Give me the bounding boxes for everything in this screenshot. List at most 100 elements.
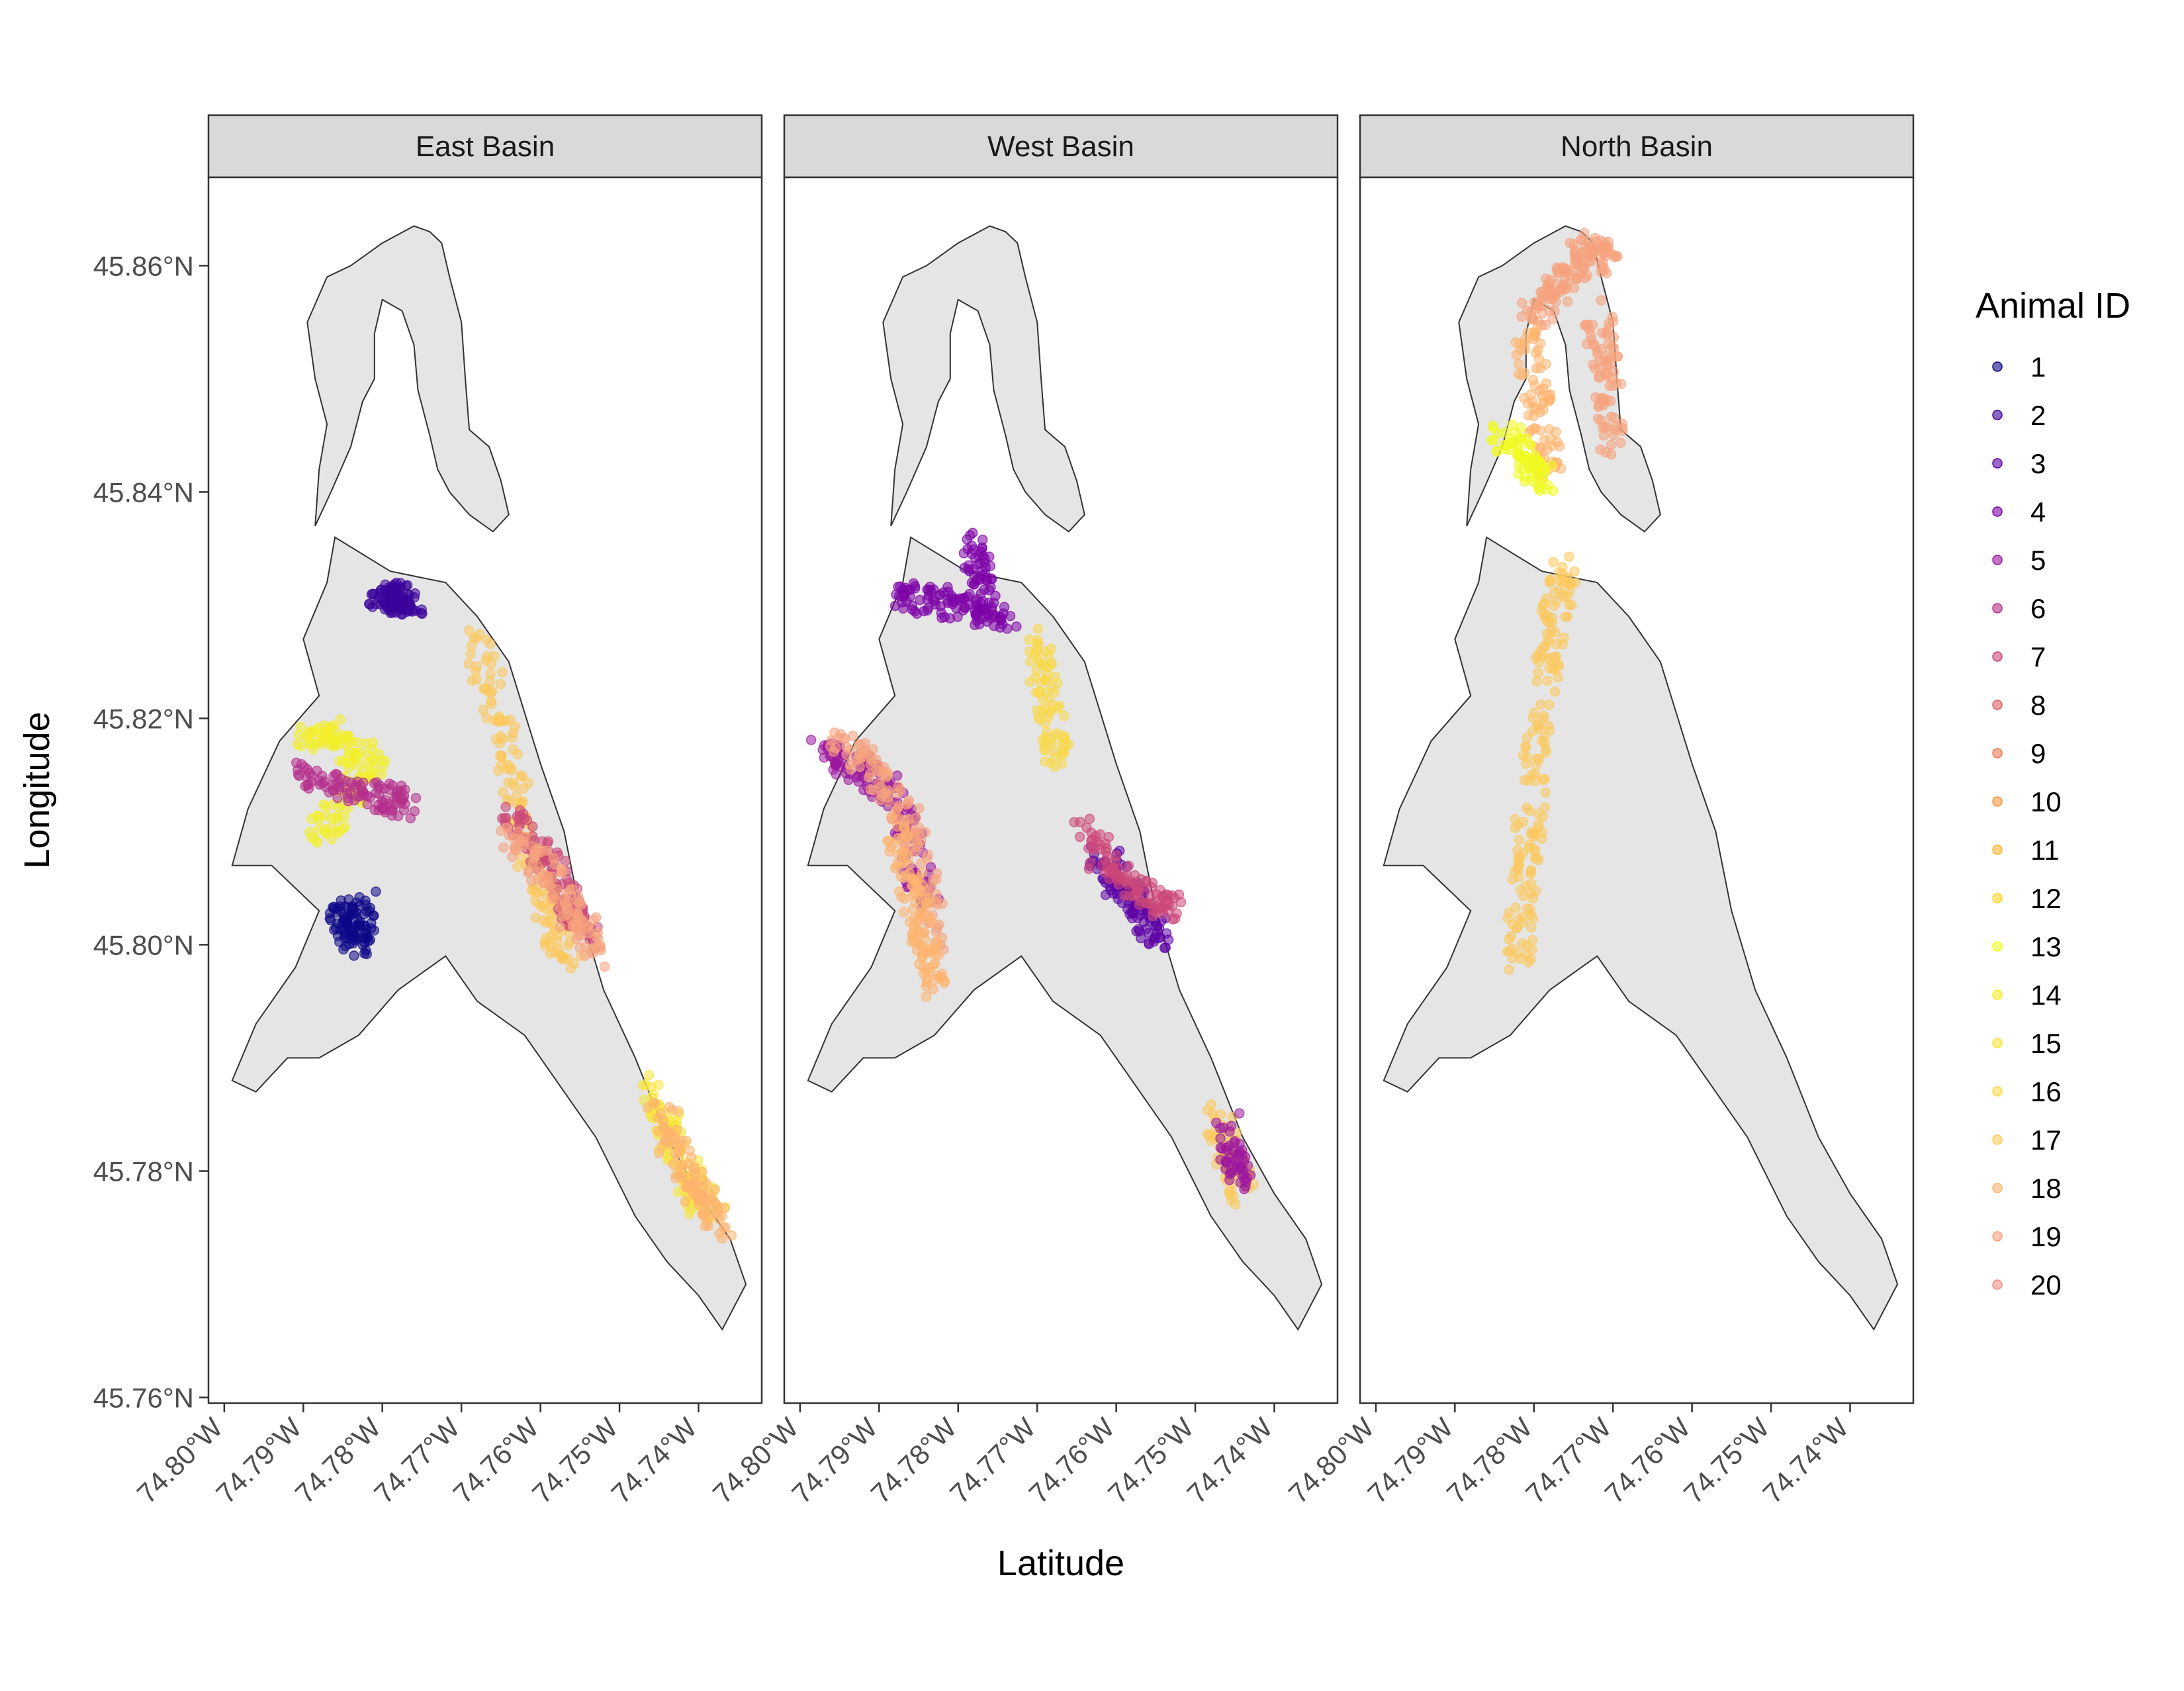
y-tick-label: 45.76°N — [93, 1382, 194, 1413]
data-point — [1059, 710, 1069, 721]
data-point — [1092, 837, 1103, 847]
data-point — [509, 780, 520, 792]
data-point — [1608, 332, 1619, 343]
data-point — [338, 944, 349, 955]
legend-item: 19 — [1992, 1221, 2062, 1252]
data-point — [1541, 359, 1551, 369]
data-point — [921, 900, 933, 911]
data-point — [1590, 363, 1600, 374]
data-point — [841, 749, 852, 760]
data-point — [704, 1188, 714, 1199]
data-point — [1516, 433, 1526, 444]
data-point — [1600, 251, 1611, 261]
data-point — [884, 846, 895, 857]
data-point — [1543, 633, 1554, 644]
x-axis-title: Latitude — [997, 1543, 1124, 1583]
facet-strip — [207, 114, 763, 179]
data-point — [1547, 617, 1557, 628]
data-point — [1553, 672, 1564, 682]
data-point — [675, 1140, 686, 1151]
data-point — [1221, 1155, 1232, 1166]
data-point — [1543, 700, 1555, 710]
data-point — [527, 821, 538, 832]
data-point — [920, 827, 931, 838]
data-point — [1224, 1126, 1235, 1137]
data-point — [1144, 927, 1154, 938]
data-point — [559, 897, 570, 908]
data-point — [927, 917, 937, 927]
data-point — [1045, 735, 1056, 745]
legend-item: 11 — [1992, 835, 2060, 866]
data-point — [1226, 1195, 1237, 1206]
data-point — [892, 821, 903, 832]
data-point — [981, 616, 993, 627]
data-point — [1533, 723, 1544, 735]
data-point — [496, 825, 506, 837]
data-point — [974, 574, 985, 585]
data-point — [1537, 291, 1548, 302]
data-point — [1520, 334, 1531, 345]
legend-item: 12 — [1992, 883, 2062, 914]
data-point — [530, 895, 541, 906]
legend-key — [1992, 361, 2003, 372]
data-point — [516, 835, 527, 846]
data-point — [548, 893, 559, 904]
data-point — [330, 741, 341, 751]
data-point — [1150, 921, 1161, 931]
data-point — [320, 827, 331, 838]
data-point — [915, 858, 927, 869]
data-point — [726, 1230, 737, 1241]
data-point — [1517, 911, 1528, 923]
data-point — [557, 868, 568, 878]
data-point — [392, 811, 404, 821]
data-point — [486, 686, 498, 697]
legend-label: 2 — [2030, 400, 2046, 431]
legend-key — [1992, 1231, 2003, 1242]
data-point — [819, 752, 830, 763]
data-point — [1074, 831, 1085, 843]
data-point — [1535, 699, 1546, 710]
data-point — [551, 884, 563, 895]
data-point — [295, 721, 306, 733]
data-point — [466, 640, 477, 651]
legend-item: 15 — [1992, 1028, 2062, 1059]
facet-strip — [783, 114, 1339, 179]
data-point — [1553, 659, 1564, 670]
data-point — [1522, 802, 1532, 813]
data-point — [302, 764, 313, 775]
legend-key — [1992, 1134, 2003, 1145]
data-point — [1011, 621, 1022, 632]
data-point — [925, 581, 936, 592]
legend-key — [1992, 458, 2003, 469]
data-point — [494, 713, 504, 724]
data-point — [497, 666, 508, 678]
data-point — [1545, 434, 1556, 445]
data-point — [1039, 743, 1050, 754]
data-point — [496, 750, 507, 761]
data-point — [1600, 240, 1610, 251]
data-point — [1514, 835, 1525, 845]
data-point — [380, 807, 390, 817]
legend-key — [1992, 555, 2003, 565]
data-point — [1543, 277, 1554, 288]
data-point — [566, 963, 576, 974]
data-point — [1500, 439, 1512, 450]
data-point — [925, 862, 936, 872]
panel-content — [805, 225, 1323, 1331]
x-tick-label: 74.76°W — [447, 1412, 545, 1510]
data-point — [1115, 872, 1126, 883]
data-point — [896, 597, 907, 608]
data-point — [404, 605, 415, 616]
data-point — [1543, 480, 1553, 490]
data-point — [1049, 687, 1060, 698]
lake-outline — [882, 225, 1085, 533]
legend-label: 20 — [2030, 1269, 2062, 1301]
data-point — [1537, 811, 1549, 822]
data-point — [1081, 822, 1092, 833]
data-point — [1488, 422, 1498, 433]
data-point — [498, 842, 509, 853]
data-point — [1545, 652, 1555, 663]
legend-label: 9 — [2030, 738, 2046, 769]
data-point — [1610, 251, 1620, 263]
